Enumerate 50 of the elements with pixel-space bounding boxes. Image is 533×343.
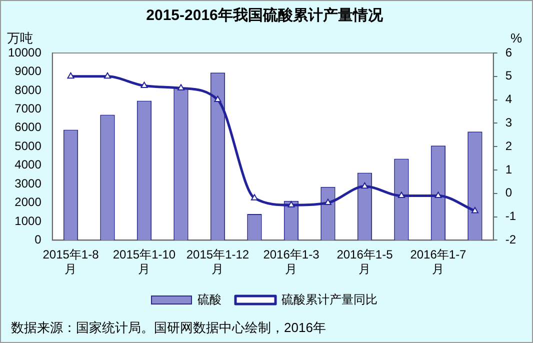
- category-label: 2016年1-5: [336, 248, 393, 262]
- y2-tick-label: 4: [505, 92, 512, 106]
- y-tick-label: 5000: [14, 138, 42, 153]
- y-tick-label: 9000: [14, 64, 42, 78]
- point: [104, 72, 112, 79]
- y-tick-label: 3000: [14, 176, 42, 190]
- y2-tick-label: 5: [505, 68, 512, 83]
- source-note: 数据来源：国家统计局。国研网数据中心绘制，2016年: [11, 320, 326, 335]
- y-tick-label: 1000: [14, 214, 42, 228]
- category-label: 月: [64, 262, 77, 276]
- y-tick-label: 10000: [8, 45, 42, 60]
- category-label: 月: [138, 262, 150, 276]
- legend-label: 硫酸: [198, 292, 222, 306]
- y-tick-label: 4000: [14, 158, 42, 172]
- point: [324, 198, 332, 206]
- category-label: 2016年1-3: [263, 248, 320, 262]
- category-label: 月: [285, 262, 298, 276]
- point: [434, 192, 442, 198]
- category-label: 2015年1-12: [186, 248, 250, 262]
- category-label: 2015年1-8: [42, 248, 99, 262]
- y2-axis-title: %: [510, 30, 522, 46]
- y-tick-label: 2000: [14, 195, 42, 210]
- legend-label: 硫酸累计产量同比: [282, 292, 378, 306]
- category-label: 2015年1-10: [112, 248, 176, 262]
- y2-tick-label: -1: [505, 209, 516, 224]
- y-tick-label: 6000: [14, 120, 42, 134]
- category-label: 2016年1-7: [410, 248, 466, 262]
- point: [214, 96, 222, 102]
- y2-tick-label: 1: [505, 162, 512, 176]
- y-tick-label: 7000: [14, 101, 42, 116]
- y2-tick-label: 0: [505, 186, 512, 200]
- y-tick-label: 0: [34, 232, 42, 247]
- y2-tick-label: 3: [505, 116, 512, 130]
- y2-tick-label: 2: [505, 138, 512, 153]
- point: [140, 82, 148, 88]
- category-label: 月: [358, 262, 371, 276]
- category-label: 月: [212, 262, 224, 276]
- point: [250, 194, 258, 200]
- y2-tick-label: -2: [505, 232, 516, 247]
- point: [398, 192, 405, 198]
- category-label: 月: [432, 262, 444, 276]
- point: [471, 206, 478, 214]
- y-tick-label: 8000: [14, 82, 42, 97]
- chart-title: 2015-2016年我国硫酸累计产量情况: [146, 6, 384, 24]
- point: [288, 201, 295, 208]
- point: [177, 84, 185, 90]
- y-axis-title: 万吨: [7, 30, 33, 46]
- point: [67, 72, 74, 79]
- y2-tick-label: 6: [505, 45, 512, 60]
- point: [361, 182, 368, 189]
